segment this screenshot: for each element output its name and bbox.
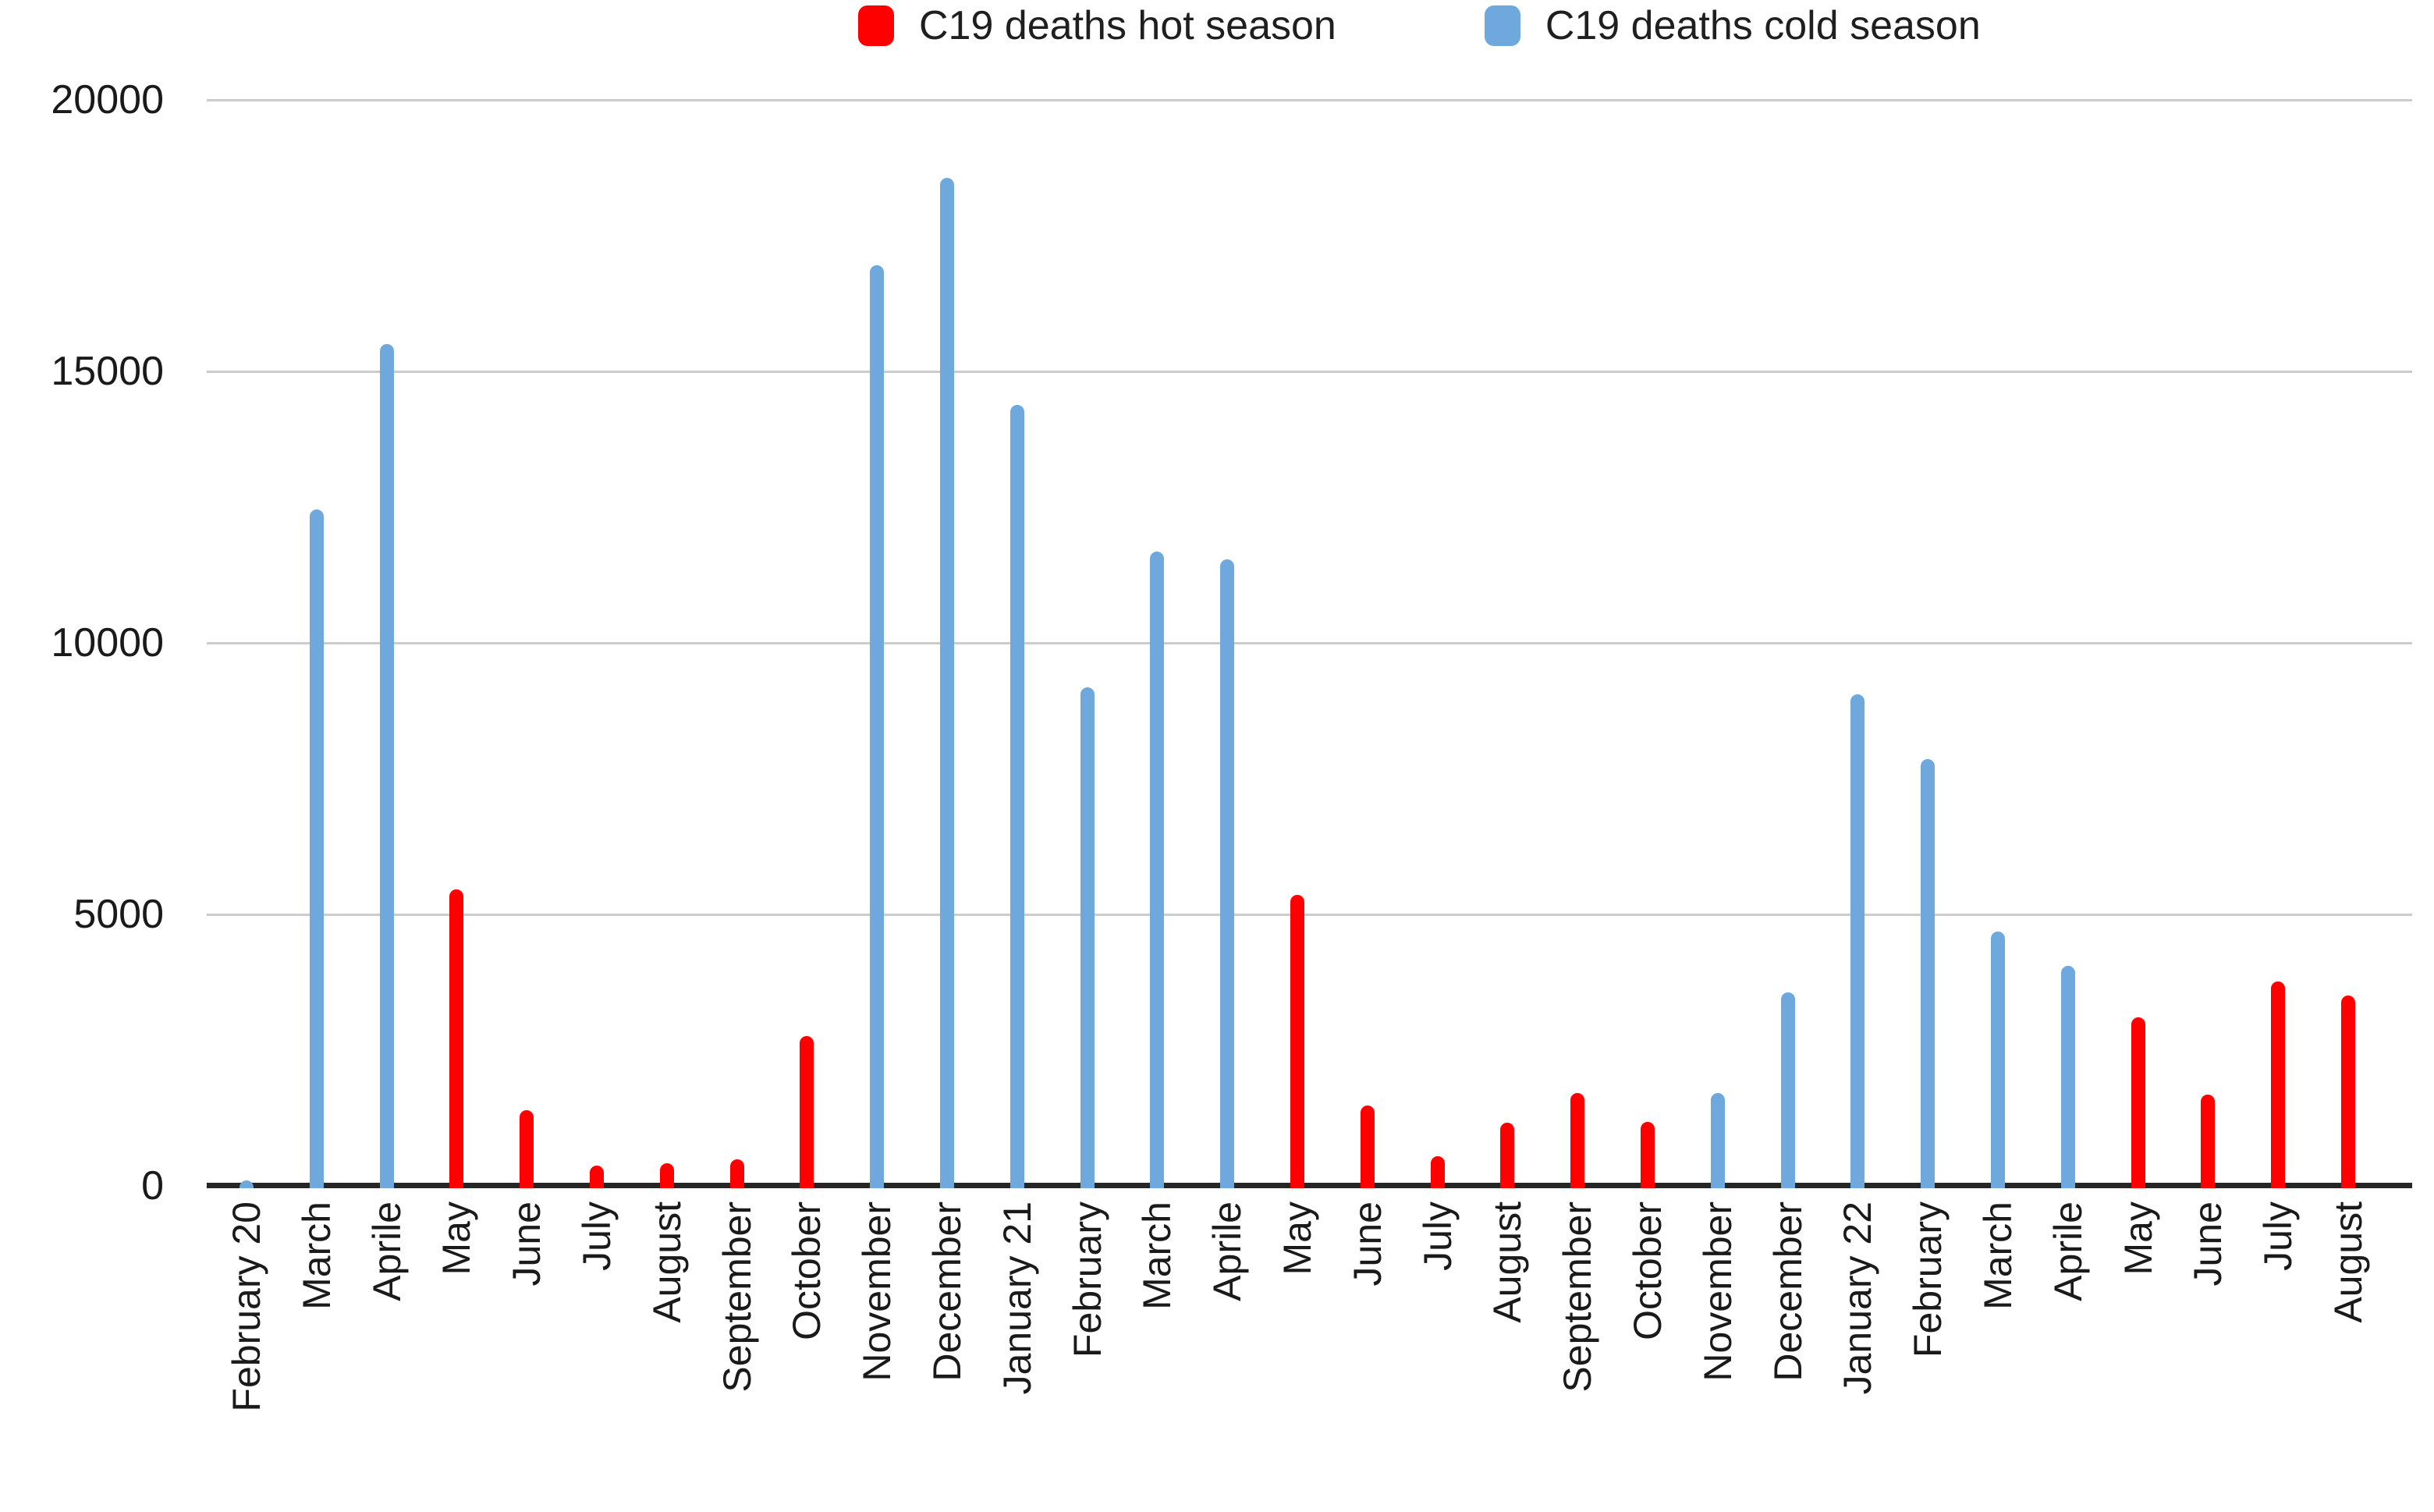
bar-september-7 <box>729 1159 744 1188</box>
x-axis-label-26: Aprile <box>2045 1201 2090 1301</box>
bar-october-8 <box>800 1036 814 1188</box>
x-axis-label-20: October <box>1626 1201 1669 1340</box>
bar-march-13 <box>1150 552 1165 1188</box>
bar-may-15 <box>1290 895 1304 1188</box>
bar-september-19 <box>1570 1093 1585 1188</box>
bar-aprile-2 <box>379 343 394 1188</box>
bar-february-12 <box>1080 687 1095 1188</box>
x-axis-label-6: August <box>644 1201 689 1323</box>
legend: C19 deaths hot season C19 deaths cold se… <box>858 3 1981 48</box>
x-axis-label-18: August <box>1485 1201 1530 1323</box>
legend-label-cold-season: C19 deaths cold season <box>1545 3 1981 48</box>
bar-july-29 <box>2271 981 2286 1188</box>
x-axis-label-9: November <box>855 1201 899 1382</box>
y-tick-label-15000: 15000 <box>51 349 164 394</box>
bar-may-27 <box>2131 1017 2145 1188</box>
bar-october-20 <box>1641 1122 1655 1188</box>
x-axis-label-2: Aprile <box>364 1201 409 1301</box>
x-axis-line <box>207 1183 2412 1188</box>
x-axis-label-0: February 20 <box>225 1201 268 1412</box>
bar-august-6 <box>659 1162 674 1188</box>
x-axis-label-24: February <box>1906 1201 1950 1358</box>
legend-label-hot-season: C19 deaths hot season <box>919 3 1336 48</box>
y-tick-label-10000: 10000 <box>51 620 164 665</box>
bar-november-9 <box>870 264 885 1188</box>
gridline-20000 <box>207 98 2412 101</box>
x-axis-label-22: December <box>1765 1201 1810 1382</box>
x-axis-label-12: February <box>1065 1201 1109 1358</box>
gridline-10000 <box>207 641 2412 644</box>
x-axis-label-5: July <box>575 1201 619 1271</box>
x-axis-label-29: July <box>2256 1201 2301 1271</box>
bar-june-16 <box>1360 1106 1375 1188</box>
gridline-15000 <box>207 370 2412 373</box>
hot-season-swatch-icon <box>858 5 894 46</box>
x-axis-label-28: June <box>2186 1201 2230 1287</box>
bar-aprile-14 <box>1220 559 1235 1188</box>
bar-november-21 <box>1710 1093 1725 1188</box>
x-axis-label-3: May <box>435 1201 479 1276</box>
bar-aprile-26 <box>2060 965 2075 1188</box>
bar-july-5 <box>590 1165 604 1188</box>
y-tick-label-0: 0 <box>141 1163 164 1209</box>
cold-season-swatch-icon <box>1484 5 1520 46</box>
x-axis-label-16: June <box>1345 1201 1389 1287</box>
x-axis-label-4: June <box>505 1201 549 1287</box>
gridline-5000 <box>207 913 2412 916</box>
bar-december-10 <box>940 178 954 1188</box>
x-axis-label-30: August <box>2326 1201 2370 1323</box>
bar-february-24 <box>1921 759 1935 1188</box>
bar-february-20-0 <box>239 1180 254 1188</box>
bar-december-22 <box>1780 992 1795 1188</box>
bar-june-28 <box>2201 1095 2216 1188</box>
bar-january-21-11 <box>1009 405 1024 1188</box>
y-tick-label-5000: 5000 <box>73 892 164 937</box>
x-axis-label-21: November <box>1695 1201 1740 1382</box>
bar-may-3 <box>449 889 464 1188</box>
x-axis-label-14: Aprile <box>1205 1201 1250 1301</box>
bar-august-30 <box>2341 995 2355 1188</box>
bar-march-1 <box>309 509 324 1188</box>
x-axis-label-23: January 22 <box>1836 1201 1880 1395</box>
legend-item-hot-season: C19 deaths hot season <box>858 3 1336 48</box>
bar-march-25 <box>1991 932 2005 1188</box>
x-axis-label-17: July <box>1415 1201 1460 1271</box>
x-axis-label-15: May <box>1276 1201 1319 1276</box>
y-tick-label-20000: 20000 <box>51 77 164 122</box>
x-axis-label-11: January 21 <box>995 1201 1039 1395</box>
x-axis-label-27: May <box>2116 1201 2160 1276</box>
x-axis-label-13: March <box>1135 1201 1180 1310</box>
x-axis-label-25: March <box>1976 1201 2020 1310</box>
x-axis-label-7: September <box>715 1201 759 1393</box>
bar-july-17 <box>1430 1155 1445 1188</box>
bar-august-18 <box>1500 1123 1515 1188</box>
x-axis-label-1: March <box>294 1201 339 1310</box>
x-axis-label-10: December <box>925 1201 969 1382</box>
x-axis-label-19: September <box>1556 1201 1600 1393</box>
x-axis-label-8: October <box>785 1201 829 1340</box>
bar-june-4 <box>520 1110 534 1188</box>
bar-january-22-23 <box>1850 694 1865 1188</box>
legend-item-cold-season: C19 deaths cold season <box>1484 3 1981 48</box>
